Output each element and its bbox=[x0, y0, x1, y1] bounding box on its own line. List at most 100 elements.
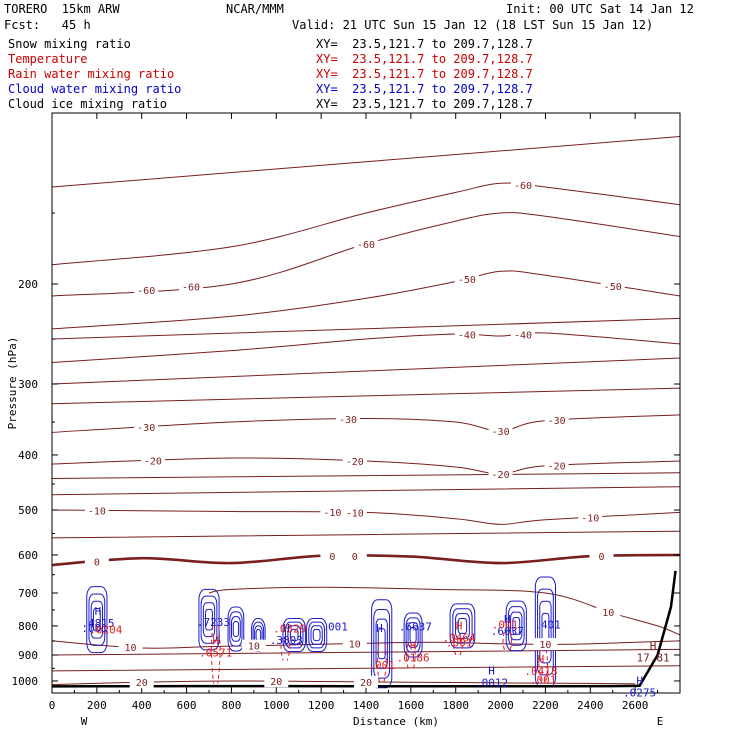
isotherm-label: 10 bbox=[248, 642, 260, 653]
isotherm-label: -50 bbox=[458, 275, 476, 286]
maximum-value: .0186 bbox=[397, 651, 430, 664]
temperature-contour bbox=[51, 357, 681, 385]
maximum-marker: H bbox=[456, 620, 463, 633]
cloud-water-contour bbox=[232, 621, 240, 637]
cloud-water-contour bbox=[198, 588, 220, 651]
temperature-contour bbox=[51, 317, 681, 340]
maximum-value: .001 bbox=[492, 618, 519, 631]
cloud-water-contour bbox=[282, 618, 306, 653]
isotherm-label: -20 bbox=[548, 461, 566, 472]
isotherm-label: -20 bbox=[346, 457, 364, 468]
isotherm-label-bg bbox=[454, 328, 479, 341]
isotherm-label: -20 bbox=[144, 457, 162, 468]
isotherm-label: 0 bbox=[329, 552, 335, 563]
isotherm-label: 0 bbox=[352, 552, 358, 563]
rain-contour bbox=[376, 643, 381, 684]
cloud-water-contour bbox=[255, 628, 262, 642]
y-tick-label: 500 bbox=[18, 504, 38, 517]
isotherm-label: -10 bbox=[581, 513, 599, 524]
x-tick-label: 800 bbox=[221, 699, 241, 712]
temperature-contour bbox=[51, 530, 681, 539]
maximum-value: .6037 bbox=[491, 625, 524, 638]
isotherm-label-bg bbox=[589, 550, 614, 563]
isotherm-label-bg bbox=[118, 641, 143, 654]
isotherm-10 bbox=[208, 586, 681, 636]
isotherm-label-bg bbox=[511, 179, 535, 192]
cloud-water-contour bbox=[403, 612, 423, 658]
x-tick-label: 0 bbox=[49, 699, 56, 712]
cloud-water-contour bbox=[308, 621, 326, 649]
maximum-marker: H bbox=[212, 634, 219, 647]
rain-contour bbox=[210, 625, 215, 684]
cloud-water-contour bbox=[405, 617, 421, 653]
rain-contour bbox=[538, 649, 542, 684]
x-tick-label: 200 bbox=[87, 699, 107, 712]
field-name: Temperature bbox=[8, 52, 88, 66]
x-axis-label: Distance (km) bbox=[353, 715, 439, 728]
init-time: Init: 00 UTC Sat 14 Jan 12 bbox=[506, 2, 694, 16]
cloud-water-contour bbox=[371, 599, 393, 689]
isotherm-label: -60 bbox=[137, 286, 155, 297]
isotherm-label: -60 bbox=[182, 283, 200, 294]
rain-contour bbox=[459, 637, 463, 656]
cloud-water-contour bbox=[306, 618, 328, 653]
isotherm-label-bg bbox=[342, 506, 367, 519]
isotherm-label-bg bbox=[454, 272, 479, 285]
isotherm-label: -60 bbox=[357, 240, 375, 251]
isotherm-label: -10 bbox=[88, 506, 106, 517]
cloud-water-contour bbox=[284, 621, 304, 649]
isotherm-label: 10 bbox=[124, 643, 136, 654]
field-name: Cloud ice mixing ratio bbox=[8, 97, 167, 111]
x-tick-label: 1200 bbox=[308, 699, 335, 712]
cloud-water-contour bbox=[90, 600, 104, 639]
isotherm-label: -40 bbox=[514, 331, 532, 342]
x-tick-label: 2600 bbox=[622, 699, 649, 712]
isotherm-label-bg bbox=[578, 511, 603, 524]
maximum-value: .0204 bbox=[89, 624, 122, 637]
maximum-value: .0275 bbox=[623, 687, 656, 700]
x-tick-label: 400 bbox=[132, 699, 152, 712]
cloud-water-contour bbox=[227, 606, 245, 652]
isotherm-label: -30 bbox=[492, 427, 510, 438]
cloud-water-contour bbox=[452, 608, 473, 644]
maximum-value: .0329 bbox=[273, 623, 306, 636]
cloud-water-contour bbox=[541, 612, 550, 652]
isotherm--50 bbox=[51, 270, 681, 330]
y-tick-label: 600 bbox=[18, 549, 38, 562]
y-tick-label: 400 bbox=[18, 449, 38, 462]
maximum-value: .6637 bbox=[399, 621, 432, 634]
maximum-marker: H bbox=[488, 665, 495, 678]
y-tick-label: 900 bbox=[18, 649, 38, 662]
isotherm-label: 10 bbox=[602, 608, 614, 619]
isotherm-label-bg bbox=[264, 675, 289, 688]
isotherm-label-bg bbox=[320, 549, 345, 562]
field-xy-range: XY= 23.5,121.7 to 209.7,128.7 bbox=[316, 97, 533, 111]
isotherm-label-bg bbox=[134, 283, 159, 296]
x-tick-label: 1600 bbox=[398, 699, 425, 712]
isotherm-label-bg bbox=[342, 454, 367, 467]
rain-contour bbox=[508, 631, 513, 653]
cloud-water-contour bbox=[200, 595, 218, 644]
isotherm-label-bg bbox=[533, 638, 558, 651]
isotherm-label: -60 bbox=[514, 181, 532, 192]
isotherm-label: 20 bbox=[360, 678, 372, 689]
x-tick-label: 1000 bbox=[263, 699, 290, 712]
isotherm-label: 10 bbox=[539, 640, 551, 651]
cloud-water-contour bbox=[510, 611, 523, 641]
cloud-water-contour bbox=[88, 593, 106, 646]
isotherm-label: -10 bbox=[323, 508, 341, 519]
field-name: Rain water mixing ratio bbox=[8, 67, 175, 81]
cloud-water-contour bbox=[457, 617, 468, 634]
isotherm-label-bg bbox=[241, 639, 266, 652]
maximum-value: .0012 bbox=[475, 677, 508, 690]
field-xy-range: XY= 23.5,121.7 to 209.7,128.7 bbox=[316, 82, 533, 96]
isotherm-label: -30 bbox=[548, 416, 566, 427]
isotherm-label: -10 bbox=[346, 508, 364, 519]
maximum-value: .0418 bbox=[524, 665, 557, 678]
isotherm-label-bg bbox=[84, 504, 109, 517]
maximum-value: .4815 bbox=[81, 617, 114, 630]
rain-contour bbox=[383, 643, 387, 684]
cloud-water-contour bbox=[539, 600, 552, 664]
isotherm-label: 20 bbox=[270, 677, 282, 688]
